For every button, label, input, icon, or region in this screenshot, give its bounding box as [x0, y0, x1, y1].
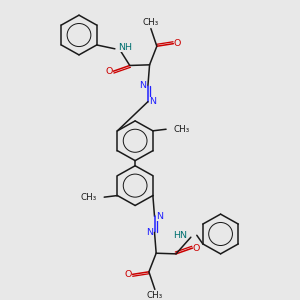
Text: HN: HN: [173, 231, 187, 240]
Text: O: O: [106, 67, 113, 76]
Text: CH₃: CH₃: [173, 125, 190, 134]
Text: O: O: [193, 244, 200, 253]
Text: O: O: [125, 270, 132, 279]
Text: N: N: [156, 212, 163, 221]
Text: CH₃: CH₃: [147, 291, 163, 300]
Text: NH: NH: [118, 43, 132, 52]
Text: N: N: [146, 228, 153, 237]
Text: N: N: [140, 81, 146, 90]
Text: CH₃: CH₃: [81, 193, 97, 202]
Text: CH₃: CH₃: [143, 18, 159, 27]
Text: N: N: [149, 97, 156, 106]
Text: O: O: [174, 39, 181, 48]
